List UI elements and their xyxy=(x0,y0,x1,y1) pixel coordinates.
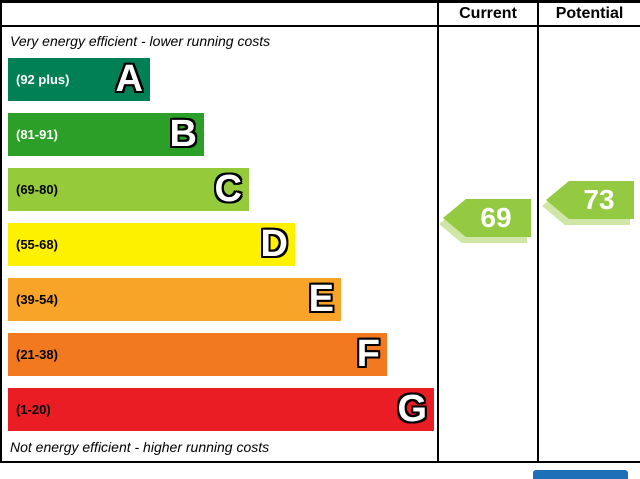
potential-column-divider xyxy=(537,0,539,463)
band-range-label: (55-68) xyxy=(16,237,58,252)
band-range-label: (1-20) xyxy=(16,402,51,417)
current-rating-value: 69 xyxy=(480,202,512,233)
band-range-label: (92 plus) xyxy=(16,72,70,87)
potential-rating-arrow: 73 xyxy=(542,181,634,225)
cropped-footer-box xyxy=(533,470,628,479)
top-border xyxy=(0,0,640,3)
band-letter: C xyxy=(214,168,242,210)
bottom-border xyxy=(0,461,640,463)
top-caption: Very energy efficient - lower running co… xyxy=(10,33,271,49)
band-letter: E xyxy=(308,278,334,320)
potential-column-header: Potential xyxy=(555,5,624,22)
band-letter: A xyxy=(115,58,143,100)
bottom-caption: Not energy efficient - higher running co… xyxy=(10,439,270,455)
band-letter: B xyxy=(169,113,197,155)
potential-rating-value: 73 xyxy=(583,184,615,215)
band-letter: G xyxy=(397,388,427,430)
rating-band-c: (69-80) C xyxy=(8,168,249,211)
rating-band-b: (81-91) B xyxy=(8,113,204,156)
band-range-label: (69-80) xyxy=(16,182,58,197)
current-column-divider xyxy=(437,0,439,463)
rating-band-a: (92 plus) A xyxy=(8,58,150,101)
band-range-label: (21-38) xyxy=(16,347,58,362)
left-border xyxy=(0,0,2,463)
rating-band-g: (1-20) G xyxy=(8,388,434,431)
band-range-label: (39-54) xyxy=(16,292,58,307)
band-letter: D xyxy=(260,223,288,265)
current-column-header: Current xyxy=(459,5,517,22)
rating-band-d: (55-68) D xyxy=(8,223,295,266)
band-range-label: (81-91) xyxy=(16,127,58,142)
current-rating-arrow: 69 xyxy=(439,199,531,243)
header-divider-line xyxy=(0,25,640,27)
rating-band-f: (21-38) F xyxy=(8,333,387,376)
rating-band-e: (39-54) E xyxy=(8,278,341,321)
band-letter: F xyxy=(356,333,380,375)
